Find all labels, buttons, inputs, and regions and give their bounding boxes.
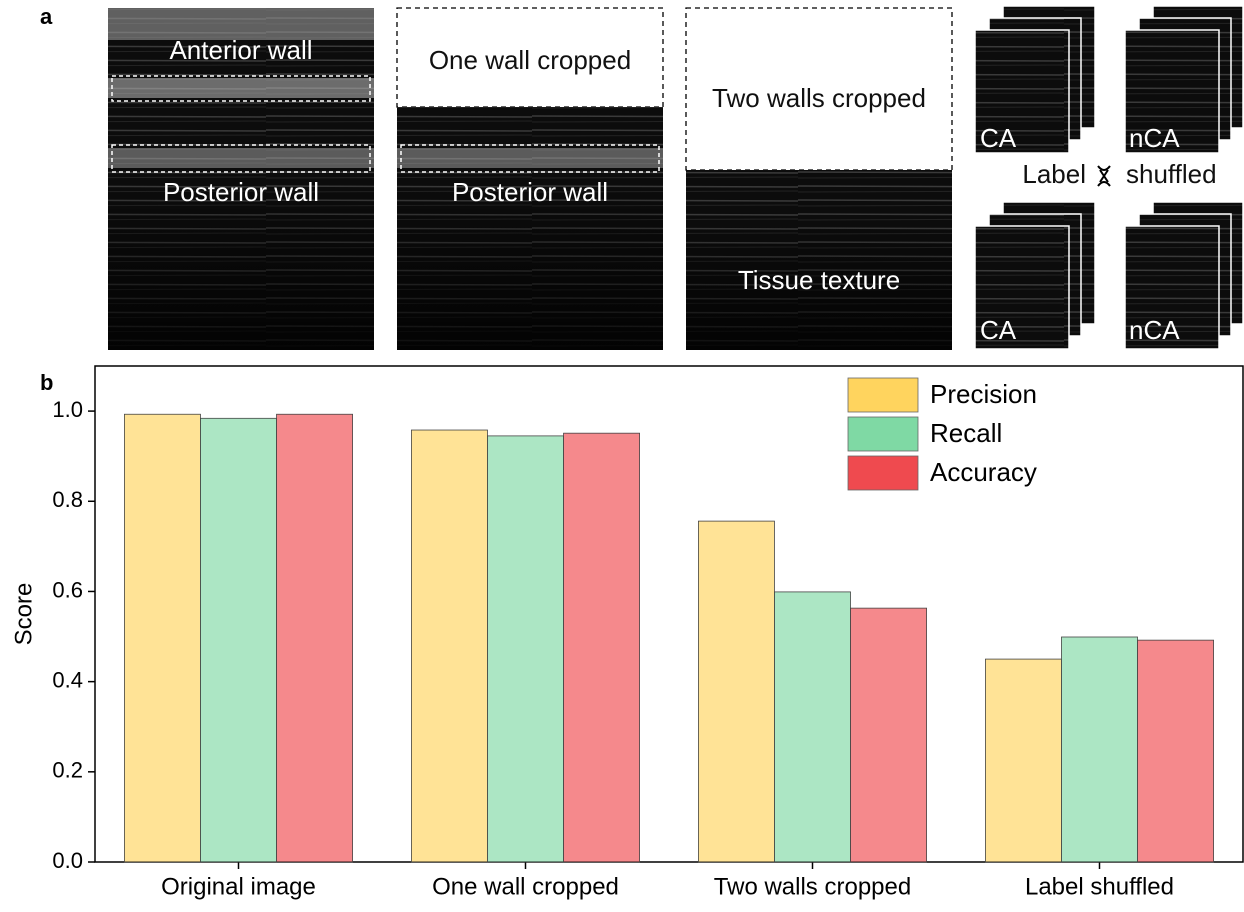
image-label: One wall cropped xyxy=(429,45,631,75)
x-tick-label: Original image xyxy=(161,873,316,900)
bar xyxy=(698,521,774,862)
image-label: Two walls cropped xyxy=(712,83,926,113)
stack-label: nCA xyxy=(1129,123,1180,153)
y-tick-label: 1.0 xyxy=(52,397,83,422)
legend-label: Recall xyxy=(930,418,1002,448)
swap-label: Label xyxy=(1022,159,1086,189)
stack-label: CA xyxy=(980,123,1017,153)
bar xyxy=(1138,640,1214,862)
page: a b Anterior wall Posterior wall One wal… xyxy=(0,0,1244,912)
y-tick-label: 0.2 xyxy=(52,758,83,783)
bar xyxy=(851,608,927,862)
stack-label: CA xyxy=(980,315,1017,345)
x-tick-label: Two walls cropped xyxy=(714,873,911,900)
bar xyxy=(411,430,487,862)
image-label: Anterior wall xyxy=(169,35,312,65)
x-tick-label: One wall cropped xyxy=(432,873,619,900)
y-tick-label: 0.4 xyxy=(52,667,83,692)
image-label: Posterior wall xyxy=(452,177,608,207)
stack-label: nCA xyxy=(1129,315,1180,345)
bar xyxy=(200,418,276,862)
panel-label: b xyxy=(40,370,53,395)
x-tick-label: Label shuffled xyxy=(1025,873,1174,900)
image-label: Posterior wall xyxy=(163,177,319,207)
y-tick-label: 0.6 xyxy=(52,577,83,602)
bar xyxy=(774,592,850,862)
echo-image xyxy=(686,8,952,350)
legend-label: Precision xyxy=(930,379,1037,409)
y-axis-label: Score xyxy=(10,583,37,646)
bar xyxy=(277,414,353,862)
y-tick-label: 0.8 xyxy=(52,487,83,512)
bar xyxy=(1061,637,1137,862)
legend-label: Accuracy xyxy=(930,457,1037,487)
bar xyxy=(985,659,1061,862)
legend-swatch xyxy=(848,378,918,412)
figure: a b Anterior wall Posterior wall One wal… xyxy=(0,0,1244,907)
bar xyxy=(124,414,200,862)
bar xyxy=(564,433,640,862)
panel-label: a xyxy=(40,4,53,29)
legend-swatch xyxy=(848,456,918,490)
bar xyxy=(487,436,563,862)
legend-swatch xyxy=(848,417,918,451)
y-tick-label: 0.0 xyxy=(52,848,83,873)
swap-label: shuffled xyxy=(1126,159,1217,189)
image-label: Tissue texture xyxy=(738,265,900,295)
